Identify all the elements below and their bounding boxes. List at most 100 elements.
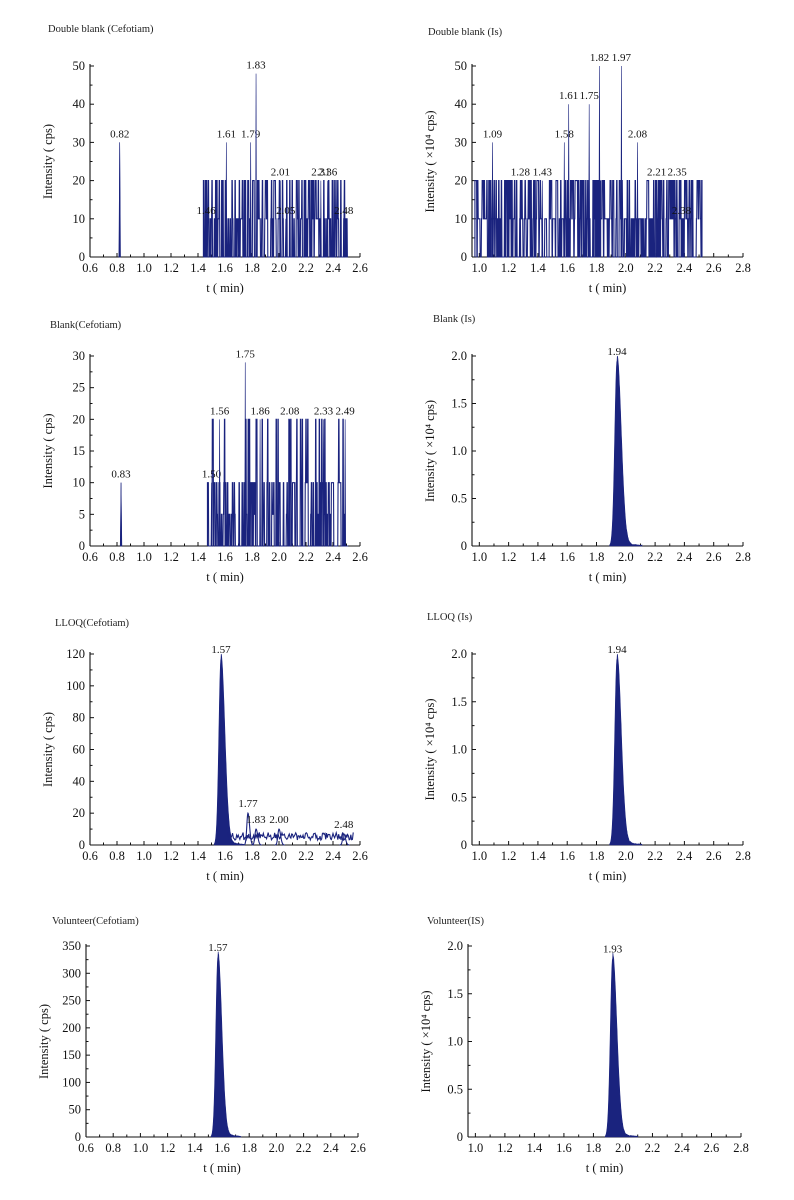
chart-panel-1: Double blank (Cefotiam) 0 10 20 30 40 50 0.6 0.8… bbox=[41, 24, 368, 295]
peak-label: 1.09 bbox=[483, 128, 503, 140]
y-tick-label: 0 bbox=[79, 250, 85, 264]
x-axis-label: t ( min) bbox=[586, 1161, 624, 1175]
peak-spike bbox=[284, 218, 287, 258]
y-tick-label: 40 bbox=[73, 97, 86, 111]
x-tick-label: 2.4 bbox=[323, 1141, 339, 1155]
x-axis-label: t ( min) bbox=[589, 869, 627, 883]
y-tick-label: 120 bbox=[66, 647, 85, 661]
x-tick-label: 1.4 bbox=[190, 261, 206, 275]
peak-label: 0.82 bbox=[110, 128, 129, 140]
peak-label: 1.82 bbox=[590, 52, 609, 64]
peak-label: 1.57 bbox=[208, 942, 228, 954]
peak-label: 1.43 bbox=[533, 167, 553, 179]
x-tick-label: 2.0 bbox=[615, 1141, 631, 1155]
x-tick-label: 2.6 bbox=[352, 550, 368, 564]
y-tick-label: 1.5 bbox=[447, 987, 463, 1001]
peak-label: 1.46 bbox=[196, 205, 216, 217]
peak-spike bbox=[519, 180, 522, 258]
x-tick-label: 1.2 bbox=[501, 550, 517, 564]
x-tick-label: 1.0 bbox=[136, 261, 152, 275]
peak-spike bbox=[342, 218, 345, 258]
chart-panel-5: LLOQ(Cefotiam) 0 20 40 60 80 100 120 0.6 0.8 1.0 1.… bbox=[41, 618, 368, 883]
x-tick-label: 0.8 bbox=[109, 849, 125, 863]
peak-label: 2.21 bbox=[647, 167, 666, 179]
peak-spike bbox=[288, 419, 291, 547]
x-tick-label: 1.6 bbox=[217, 849, 233, 863]
y-tick-label: 0 bbox=[75, 1130, 81, 1144]
peak-label: 1.83 bbox=[246, 60, 266, 72]
x-tick-label: 2.4 bbox=[677, 849, 693, 863]
x-tick-label: 1.0 bbox=[472, 261, 488, 275]
x-tick-label: 2.6 bbox=[706, 261, 722, 275]
noise-trace bbox=[202, 180, 348, 258]
x-tick-label: 2.4 bbox=[325, 261, 341, 275]
peak-label: 1.28 bbox=[511, 167, 531, 179]
panel-title: Volunteer(Cefotiam) bbox=[52, 916, 139, 927]
x-tick-label: 1.8 bbox=[589, 261, 605, 275]
x-tick-label: 2.6 bbox=[350, 1141, 366, 1155]
x-tick-label: 0.8 bbox=[109, 261, 125, 275]
x-tick-label: 1.4 bbox=[187, 1141, 203, 1155]
x-tick-label: 1.8 bbox=[244, 261, 260, 275]
x-axis-label: t ( min) bbox=[589, 281, 627, 295]
x-tick-label: 2.0 bbox=[271, 261, 287, 275]
peak-spike bbox=[320, 180, 322, 258]
panel-title: Double blank (Is) bbox=[428, 27, 503, 38]
chart-panel-7: Volunteer(Cefotiam) 0 50 100 150 200 250 300 350… bbox=[37, 916, 366, 1175]
peak-spike bbox=[676, 180, 678, 258]
x-tick-label: 2.4 bbox=[674, 1141, 690, 1155]
x-tick-label: 2.0 bbox=[269, 1141, 285, 1155]
x-tick-label: 0.6 bbox=[78, 1141, 94, 1155]
peak-spike bbox=[344, 419, 346, 547]
y-tick-label: 30 bbox=[455, 135, 468, 149]
peak-spike bbox=[491, 142, 494, 258]
panel-title: Volunteer(IS) bbox=[427, 916, 484, 927]
y-tick-label: 50 bbox=[73, 59, 86, 73]
x-tick-label: 2.4 bbox=[325, 849, 341, 863]
x-tick-label: 1.4 bbox=[530, 849, 546, 863]
x-tick-label: 2.2 bbox=[298, 261, 314, 275]
peak-spike bbox=[322, 419, 325, 547]
y-tick-label: 60 bbox=[73, 743, 86, 757]
y-tick-label: 100 bbox=[62, 1075, 81, 1089]
peak-label: 2.33 bbox=[314, 405, 334, 417]
x-tick-label: 2.6 bbox=[706, 550, 722, 564]
x-tick-label: 0.6 bbox=[82, 550, 98, 564]
minor-peak bbox=[251, 828, 263, 846]
y-tick-label: 1.0 bbox=[451, 743, 467, 757]
peak-spike bbox=[563, 142, 566, 258]
panel-title: LLOQ (Is) bbox=[427, 612, 473, 623]
y-tick-label: 150 bbox=[62, 1048, 81, 1062]
y-axis-label: Intensity ( ×10⁴ cps) bbox=[423, 110, 437, 212]
panel-title: Blank (Is) bbox=[433, 314, 476, 325]
peak-label: 1.79 bbox=[241, 128, 261, 140]
y-tick-label: 20 bbox=[73, 174, 86, 188]
peak-label: 2.49 bbox=[336, 405, 356, 417]
x-tick-label: 1.8 bbox=[589, 550, 605, 564]
main-peak bbox=[609, 653, 643, 846]
y-tick-label: 1.0 bbox=[447, 1035, 463, 1049]
y-tick-label: 0 bbox=[79, 838, 85, 852]
peak-spike bbox=[655, 180, 658, 258]
peak-spike bbox=[636, 142, 639, 258]
minor-peak bbox=[274, 828, 285, 846]
peak-label: 2.08 bbox=[280, 405, 300, 417]
x-axis-label: t ( min) bbox=[206, 281, 244, 295]
peak-label: 1.77 bbox=[238, 798, 258, 810]
x-tick-label: 2.0 bbox=[271, 550, 287, 564]
x-tick-label: 1.2 bbox=[501, 849, 517, 863]
peak-spike bbox=[218, 419, 221, 547]
y-tick-label: 0.5 bbox=[451, 492, 467, 506]
x-tick-label: 1.8 bbox=[589, 849, 605, 863]
peak-spike bbox=[205, 218, 207, 258]
x-tick-label: 1.0 bbox=[472, 550, 488, 564]
y-tick-label: 0 bbox=[79, 539, 85, 553]
peak-spike bbox=[255, 73, 257, 258]
y-tick-label: 50 bbox=[455, 59, 468, 73]
peak-label: 1.94 bbox=[607, 346, 627, 358]
y-tick-label: 100 bbox=[66, 679, 85, 693]
x-tick-label: 1.4 bbox=[190, 550, 206, 564]
x-axis-label: t ( min) bbox=[206, 570, 244, 584]
x-tick-label: 1.8 bbox=[244, 550, 260, 564]
